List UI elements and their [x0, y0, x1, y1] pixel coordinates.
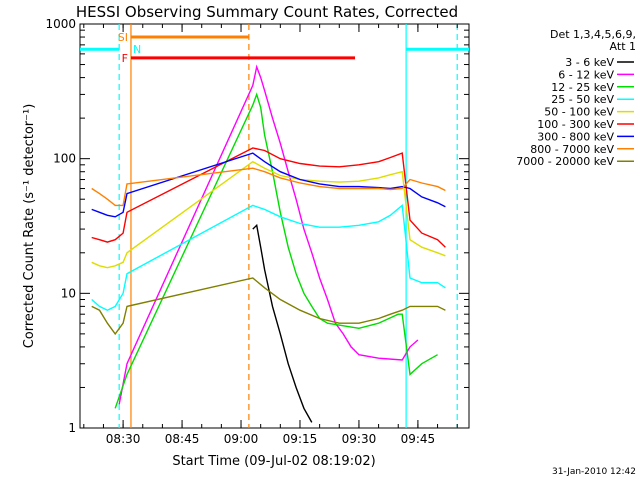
- flag-label-n: N: [133, 43, 141, 56]
- x-tick-label-0: 08:30: [106, 432, 141, 446]
- y-tick-label-2: 100: [53, 152, 76, 166]
- y-axis-label: Corrected Count Rate (s⁻¹ detector⁻¹): [22, 104, 37, 349]
- x-tick-label-3: 09:15: [283, 432, 318, 446]
- footer-date: 31-Jan-2010 12:42: [552, 467, 636, 477]
- series-line-5: [91, 147, 446, 248]
- x-tick-label-5: 09:45: [401, 432, 436, 446]
- legend-entry-5: 100 - 300 keV: [537, 118, 614, 131]
- series-line-7: [91, 167, 446, 207]
- series-line-2: [114, 92, 438, 409]
- annotation-layer: N SI F: [80, 24, 469, 428]
- axis-ticks: 08:30 08:45 09:00 09:15 09:30 09:45 1 10 100 1000: [45, 17, 469, 446]
- legend-entry-2: 12 - 25 keV: [551, 81, 614, 94]
- legend-entry-7: 800 - 7000 keV: [530, 143, 614, 156]
- series-line-0: [252, 223, 313, 423]
- legend-entry-0: 3 - 6 keV: [565, 56, 614, 69]
- y-tick-label-3: 1000: [45, 17, 76, 31]
- y-tick-label-0: 1: [68, 421, 76, 435]
- x-tick-label-2: 09:00: [224, 432, 259, 446]
- legend-title-0: Det 1,3,4,5,6,9,: [550, 28, 636, 41]
- series-line-6: [91, 152, 446, 218]
- legend-entry-3: 25 - 50 keV: [551, 93, 614, 106]
- series-layer: [91, 64, 446, 423]
- x-axis-label: Start Time (09-Jul-02 08:19:02): [172, 454, 375, 469]
- x-tick-label-1: 08:45: [165, 432, 200, 446]
- legend-title-1: Att 1: [610, 40, 636, 53]
- flag-label-f: F: [122, 52, 128, 65]
- plot-frame: [79, 23, 470, 429]
- legend-entry-8: 7000 - 20000 keV: [516, 155, 614, 168]
- chart-title: HESSI Observing Summary Count Rates, Cor…: [76, 3, 458, 21]
- plot-area: N SI F: [79, 23, 470, 429]
- series-line-1: [118, 64, 419, 405]
- series-line-3: [91, 204, 446, 311]
- series-line-4: [91, 160, 446, 269]
- x-tick-label-4: 09:30: [342, 432, 377, 446]
- legend-entry-6: 300 - 800 keV: [537, 130, 614, 143]
- legend-entry-1: 6 - 12 keV: [558, 68, 614, 81]
- y-tick-label-1: 10: [61, 286, 76, 300]
- legend-entry-4: 50 - 100 keV: [544, 106, 614, 119]
- series-line-8: [91, 277, 446, 336]
- flag-label-si: SI: [118, 31, 128, 44]
